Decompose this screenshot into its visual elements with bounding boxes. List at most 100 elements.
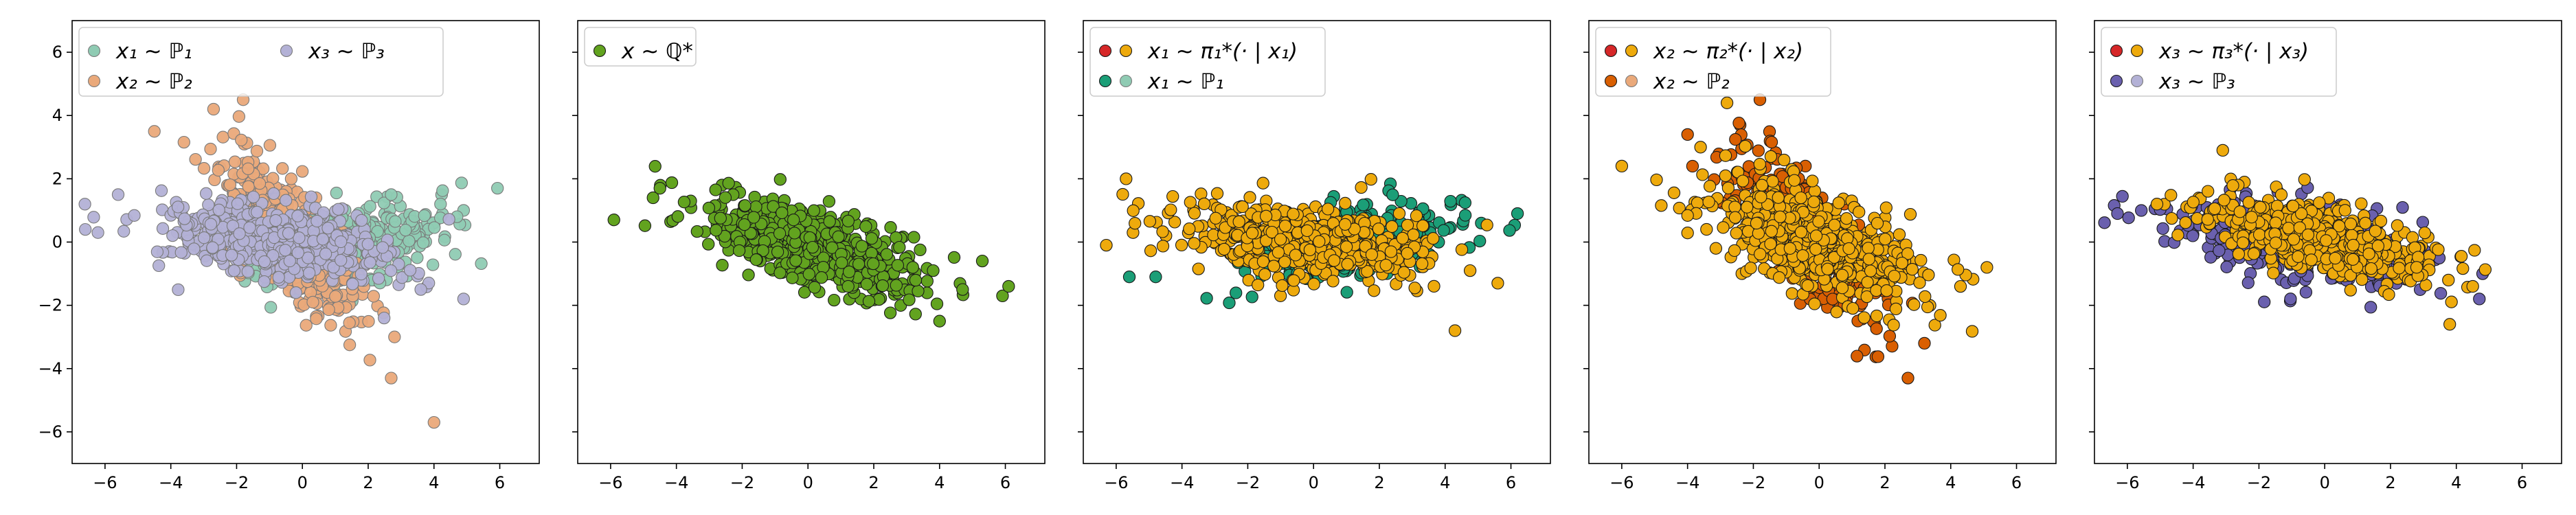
data-point [1427,279,1440,293]
x-tick-label: −4 [159,473,183,492]
data-point [207,102,221,116]
data-point [806,240,820,254]
data-point [2241,276,2255,289]
data-point [1437,224,1450,237]
data-point [232,110,246,123]
data-point [2344,268,2357,282]
data-point [1717,221,1730,234]
data-point [1879,201,1893,214]
data-point [1473,234,1487,248]
data-point [280,194,293,207]
data-point [1681,227,1694,240]
data-point [1755,179,1769,192]
data-point [200,254,214,267]
data-point [1209,211,1222,225]
data-point [2217,194,2230,207]
legend-entry-label: x ∼ ℚ* [621,39,693,64]
x-tick-label: −6 [598,473,622,492]
data-point [1252,278,1265,292]
data-point [742,268,755,282]
data-point [449,248,462,261]
data-point [1444,194,1457,208]
data-point [117,225,131,238]
data-point [1122,271,1136,284]
legend-marker [1604,44,1618,58]
data-point [1267,260,1280,273]
data-point [223,178,237,192]
data-point [1783,242,1796,255]
data-point [1183,222,1196,236]
data-point [1908,298,1921,311]
x-tick-label: 2 [363,473,373,492]
data-point [128,209,141,222]
data-point [1361,265,1374,278]
data-point [1223,296,1236,310]
data-point [1166,190,1179,203]
data-point [702,238,715,251]
x-tick-label: −4 [1675,473,1699,492]
points-group [78,93,504,429]
data-point [1880,284,1893,297]
x-tick-label: 0 [1814,473,1824,492]
points-group [1100,172,1524,337]
data-point [289,286,303,299]
legend-box [1595,27,1831,97]
data-point [2355,197,2368,210]
data-point [411,251,424,264]
data-point [1401,247,1414,260]
data-point [2478,263,2492,276]
data-point [1210,187,1224,200]
data-point [282,227,295,240]
data-point [1871,350,1885,363]
data-point [2116,190,2129,203]
data-point [111,188,125,201]
legend-entry-label: x₂ ∼ ℙ₂ [115,69,192,94]
data-point [258,255,271,268]
data-point [1828,218,1841,231]
data-point [241,265,254,278]
data-point [1386,220,1399,233]
data-point [2416,216,2430,229]
data-point [1835,268,1849,282]
data-point [2269,236,2283,249]
x-tick-label: 0 [297,473,308,492]
data-point [862,295,876,308]
data-point [2187,196,2200,209]
data-point [749,253,762,266]
data-point [317,206,330,219]
data-point [1965,325,1979,338]
data-point [1407,228,1420,242]
data-point [2347,238,2360,252]
data-point [2442,273,2455,287]
data-point [279,244,292,257]
data-point [1794,225,1808,239]
x-tick-label: −4 [664,473,688,492]
data-point [702,201,716,215]
data-point [1842,242,1855,255]
data-point [1785,287,1798,300]
data-point [1840,212,1853,225]
data-point [1667,186,1681,199]
data-point [709,183,722,196]
data-point [807,204,820,217]
data-point [1696,168,1709,181]
data-point [1164,203,1177,216]
data-point [1230,286,1243,299]
data-point [2098,216,2111,229]
data-point [253,177,267,190]
data-point [304,190,318,203]
data-point [384,264,398,277]
legend-box [2101,27,2337,97]
legend-marker [1604,74,1618,88]
data-point [1879,233,1892,246]
data-point [2391,219,2404,232]
data-point [1681,209,1694,222]
data-point [227,264,241,277]
x-tick-label: 4 [1945,473,1956,492]
data-point [2232,247,2246,261]
legend-marker [2110,74,2123,88]
x-tick-label: −6 [2115,473,2139,492]
data-point [1511,207,1524,220]
data-point [212,163,225,177]
data-point [2456,262,2470,275]
